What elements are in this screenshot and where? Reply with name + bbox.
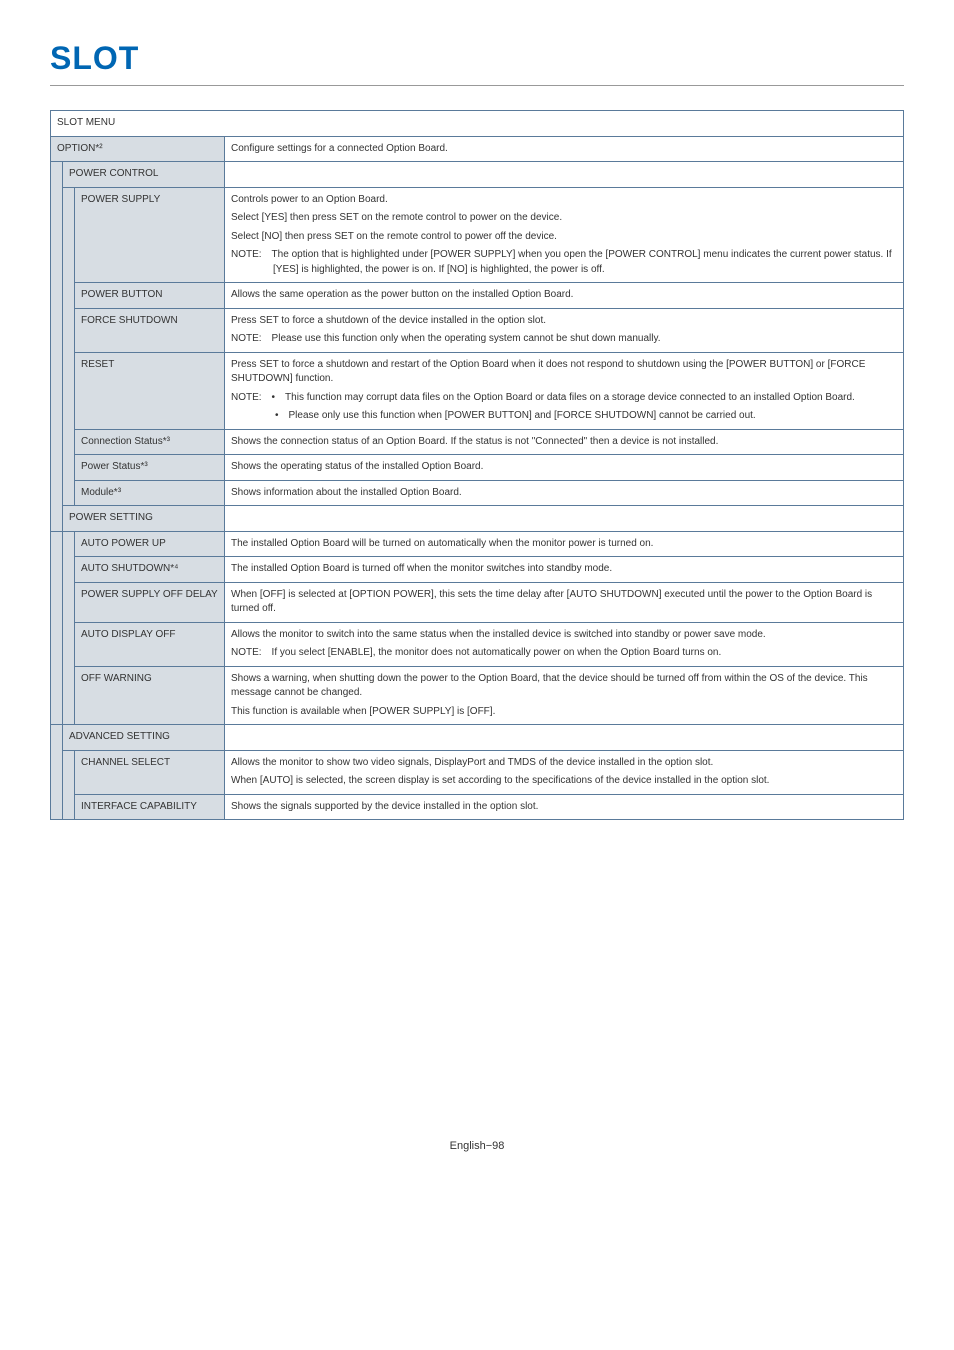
power-supply-note: NOTE: The option that is highlighted und… [231,248,897,277]
channel-select-desc: Allows the monitor to show two video sig… [225,750,904,794]
power-supply-desc: Controls power to an Option Board. Selec… [225,187,904,283]
title-divider [50,85,904,86]
page-title: SLOT [50,40,904,77]
force-shutdown-note: NOTE: Please use this function only when… [231,332,897,347]
reset-note2: • Please only use this function when [PO… [231,409,897,424]
connection-status-label: Connection Status*³ [75,429,225,455]
option-indent-2 [51,531,63,725]
auto-shutdown-desc: The installed Option Board is turned off… [225,557,904,583]
power-supply-p1: Controls power to an Option Board. [231,193,897,208]
reset-desc: Press SET to force a shutdown and restar… [225,352,904,429]
auto-display-off-p1: Allows the monitor to switch into the sa… [231,628,897,643]
power-button-label: POWER BUTTON [75,283,225,309]
advanced-setting-label: ADVANCED SETTING [63,725,225,751]
reset-note1: NOTE: • This function may corrupt data f… [231,391,897,406]
option-desc: Configure settings for a connected Optio… [225,136,904,162]
power-setting-label: POWER SETTING [63,506,225,532]
channel-select-label: CHANNEL SELECT [75,750,225,794]
off-warning-label: OFF WARNING [75,666,225,725]
channel-select-p2: When [AUTO] is selected, the screen disp… [231,774,897,789]
force-shutdown-label: FORCE SHUTDOWN [75,308,225,352]
auto-power-up-label: AUTO POWER UP [75,531,225,557]
option-indent-3 [51,725,63,820]
off-warning-desc: Shows a warning, when shutting down the … [225,666,904,725]
advanced-setting-indent [63,750,75,820]
auto-display-off-desc: Allows the monitor to switch into the sa… [225,622,904,666]
page-footer: English−98 [50,1140,904,1152]
power-supply-off-delay-desc: When [OFF] is selected at [OPTION POWER]… [225,582,904,622]
connection-status-desc: Shows the connection status of an Option… [225,429,904,455]
power-supply-p3: Select [NO] then press SET on the remote… [231,230,897,245]
channel-select-p1: Allows the monitor to show two video sig… [231,756,897,771]
slot-menu-header: SLOT MENU [51,111,904,137]
force-shutdown-p1: Press SET to force a shutdown of the dev… [231,314,897,329]
module-desc: Shows information about the installed Op… [225,480,904,506]
auto-display-off-note: NOTE: If you select [ENABLE], the monito… [231,646,897,661]
auto-display-off-label: AUTO DISPLAY OFF [75,622,225,666]
power-button-desc: Allows the same operation as the power b… [225,283,904,309]
power-supply-off-delay-label: POWER SUPPLY OFF DELAY [75,582,225,622]
power-status-desc: Shows the operating status of the instal… [225,455,904,481]
option-indent [51,162,63,532]
auto-shutdown-label: AUTO SHUTDOWN*⁴ [75,557,225,583]
option-label: OPTION*² [51,136,225,162]
power-control-desc [225,162,904,188]
reset-p1: Press SET to force a shutdown and restar… [231,358,897,387]
power-control-label: POWER CONTROL [63,162,225,188]
power-setting-desc [225,506,904,532]
power-supply-p2: Select [YES] then press SET on the remot… [231,211,897,226]
interface-capability-label: INTERFACE CAPABILITY [75,794,225,820]
advanced-setting-desc [225,725,904,751]
interface-capability-desc: Shows the signals supported by the devic… [225,794,904,820]
power-supply-label: POWER SUPPLY [75,187,225,283]
power-status-label: Power Status*³ [75,455,225,481]
reset-label: RESET [75,352,225,429]
power-control-indent [63,187,75,506]
off-warning-p2: This function is available when [POWER S… [231,705,897,720]
off-warning-p1: Shows a warning, when shutting down the … [231,672,897,701]
auto-power-up-desc: The installed Option Board will be turne… [225,531,904,557]
force-shutdown-desc: Press SET to force a shutdown of the dev… [225,308,904,352]
slot-menu-table: SLOT MENU OPTION*² Configure settings fo… [50,110,904,820]
module-label: Module*³ [75,480,225,506]
power-setting-indent [63,531,75,725]
